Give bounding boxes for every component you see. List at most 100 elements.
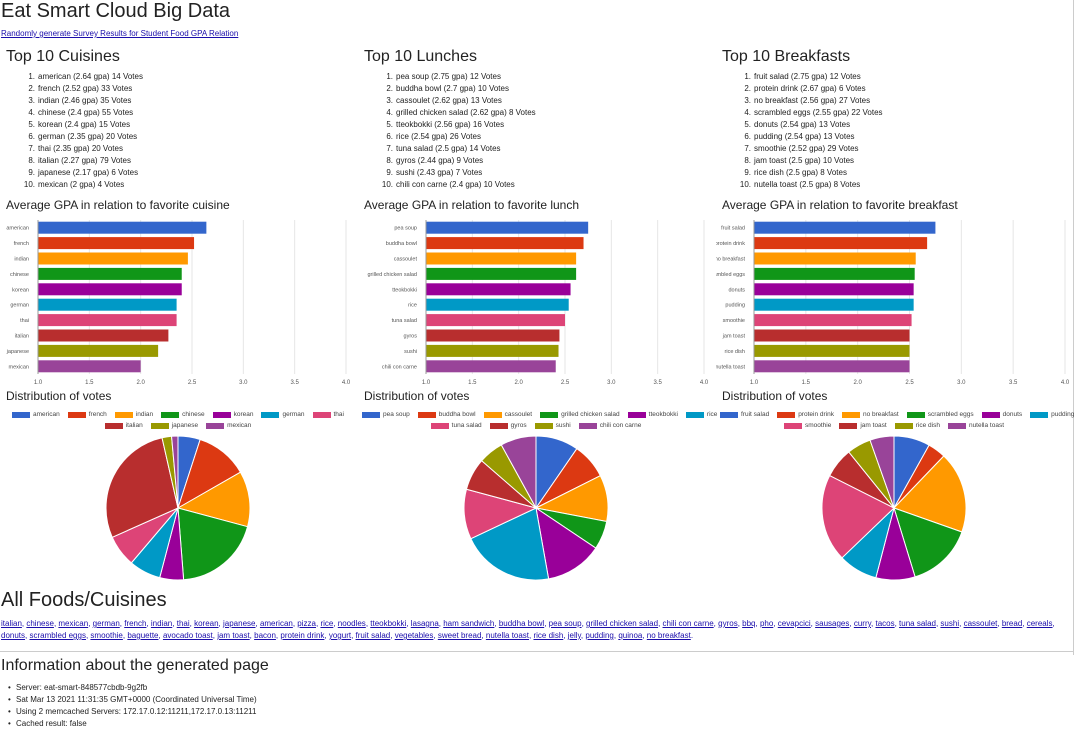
food-link[interactable]: smoothie (90, 631, 123, 640)
legend-item[interactable]: smoothie (783, 421, 831, 430)
legend-item[interactable]: donuts (981, 410, 1022, 419)
pie-slice[interactable] (470, 507, 550, 581)
legend-item[interactable]: gyros (489, 421, 527, 430)
food-link[interactable]: rice dish (533, 631, 564, 640)
food-link[interactable]: cevapcici (777, 619, 811, 628)
bar[interactable] (38, 329, 169, 342)
food-link[interactable]: sushi (940, 619, 960, 628)
legend-item[interactable]: no breakfast (841, 410, 899, 419)
food-link[interactable]: pizza (297, 619, 316, 628)
legend-item[interactable]: french (67, 410, 107, 419)
food-link[interactable]: chili con carne (662, 619, 714, 628)
bar[interactable] (426, 298, 569, 311)
legend-item[interactable]: tuna salad (430, 421, 482, 430)
bar[interactable] (426, 252, 577, 265)
pie-slice[interactable] (893, 507, 963, 578)
food-link[interactable]: grilled chicken salad (586, 619, 659, 628)
food-link[interactable]: vegetables (394, 631, 434, 640)
pie-slice[interactable] (893, 455, 967, 533)
pie-slice[interactable] (500, 435, 537, 509)
bar[interactable] (38, 237, 195, 250)
legend-item[interactable]: rice (685, 410, 717, 419)
legend-item[interactable]: japanese (150, 421, 198, 430)
bar[interactable] (38, 283, 182, 296)
bar[interactable] (426, 344, 559, 357)
bar[interactable] (754, 221, 936, 234)
legend-item[interactable]: indian (114, 410, 153, 419)
bar[interactable] (38, 252, 188, 265)
food-link[interactable]: indian (150, 619, 173, 628)
legend-item[interactable]: american (12, 410, 60, 419)
legend-item[interactable]: italian (104, 421, 143, 430)
food-link[interactable]: chinese (26, 619, 54, 628)
bar[interactable] (38, 314, 177, 327)
legend-item[interactable]: jam toast (839, 421, 887, 430)
food-link[interactable]: lasagna (410, 619, 439, 628)
bar[interactable] (754, 267, 915, 280)
bar[interactable] (754, 360, 910, 373)
bar[interactable] (426, 221, 589, 234)
bar[interactable] (426, 267, 577, 280)
bar[interactable] (426, 360, 556, 373)
bar[interactable] (754, 329, 910, 342)
food-link[interactable]: yogurt (328, 631, 352, 640)
food-link[interactable]: pudding (585, 631, 614, 640)
food-link[interactable]: french (124, 619, 147, 628)
food-link[interactable]: baguette (127, 631, 159, 640)
pie-slice[interactable] (171, 435, 179, 509)
food-link[interactable]: bread (1001, 619, 1023, 628)
food-link[interactable]: rice (320, 619, 334, 628)
legend-item[interactable]: buddha bowl (417, 410, 476, 419)
food-link[interactable]: bacon (254, 631, 276, 640)
food-link[interactable]: noodles (337, 619, 366, 628)
legend-item[interactable]: chili con carne (578, 421, 641, 430)
bar[interactable] (754, 344, 910, 357)
bar[interactable] (38, 360, 141, 373)
bar[interactable] (38, 267, 182, 280)
food-link[interactable]: ham sandwich (443, 619, 495, 628)
legend-item[interactable]: scrambled eggs (906, 410, 974, 419)
food-link[interactable]: american (259, 619, 293, 628)
food-link[interactable]: curry (853, 619, 872, 628)
pie-slice[interactable] (821, 474, 895, 559)
food-link[interactable]: avocado toast (162, 631, 213, 640)
food-link[interactable]: korean (194, 619, 219, 628)
food-link[interactable]: sausages (815, 619, 850, 628)
food-link[interactable]: gyros (718, 619, 738, 628)
legend-item[interactable]: grilled chicken salad (540, 410, 620, 419)
food-link[interactable]: tacos (875, 619, 895, 628)
pie-slice[interactable] (869, 435, 895, 509)
legend-item[interactable]: rice dish (894, 421, 940, 430)
bar[interactable] (426, 283, 571, 296)
legend-item[interactable]: korean (212, 410, 253, 419)
legend-item[interactable]: protein drink (777, 410, 834, 419)
bar[interactable] (754, 298, 914, 311)
food-link[interactable]: protein drink (280, 631, 325, 640)
legend-item[interactable]: pudding (1030, 410, 1074, 419)
food-link[interactable]: bbq (742, 619, 756, 628)
food-link[interactable]: jam toast (217, 631, 250, 640)
food-link[interactable]: buddha bowl (498, 619, 545, 628)
food-link[interactable]: thai (176, 619, 190, 628)
food-link[interactable]: fruit salad (355, 631, 391, 640)
food-link[interactable]: jelly (567, 631, 581, 640)
bar[interactable] (426, 237, 584, 250)
generate-survey-link[interactable]: Randomly generate Survey Results for Stu… (1, 29, 239, 38)
bar[interactable] (754, 237, 928, 250)
food-link[interactable]: italian (1, 619, 22, 628)
legend-item[interactable]: chinese (161, 410, 205, 419)
food-link[interactable]: sweet bread (437, 631, 482, 640)
pie-slice[interactable] (535, 506, 597, 580)
bar[interactable] (38, 298, 177, 311)
bar[interactable] (754, 283, 914, 296)
food-link[interactable]: donuts (1, 631, 26, 640)
food-link[interactable]: quinoa (618, 631, 643, 640)
bar[interactable] (38, 344, 159, 357)
food-link[interactable]: nutella toast (485, 631, 530, 640)
food-link[interactable]: cereals (1026, 619, 1053, 628)
food-link[interactable]: scrambled eggs (29, 631, 86, 640)
bar[interactable] (754, 252, 916, 265)
bar[interactable] (754, 314, 912, 327)
food-link[interactable]: cassoulet (963, 619, 998, 628)
legend-item[interactable]: german (261, 410, 305, 419)
